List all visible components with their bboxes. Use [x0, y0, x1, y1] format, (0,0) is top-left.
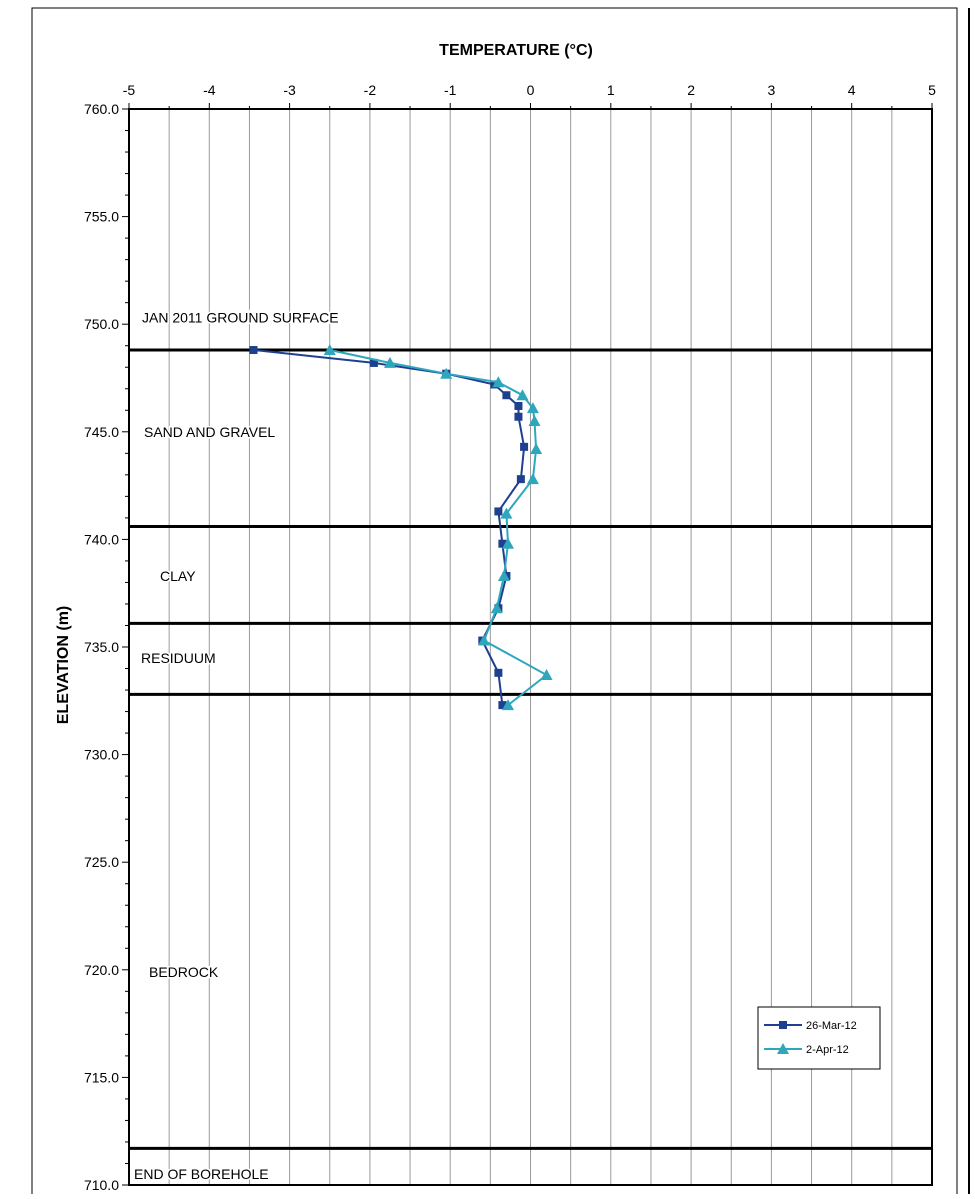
data-point	[500, 507, 513, 519]
data-point	[526, 402, 539, 414]
layer-label: BEDROCK	[149, 964, 219, 980]
data-point	[498, 569, 511, 581]
data-point	[369, 358, 378, 367]
y-tick-label: 760.0	[84, 101, 119, 117]
legend-box	[757, 1006, 881, 1070]
x-tick-label: -5	[123, 82, 136, 98]
y-tick-label: 715.0	[84, 1069, 119, 1085]
layer-label: RESIDUUM	[141, 650, 216, 666]
legend-label: 2-Apr-12	[806, 1044, 849, 1056]
x-tick-label: -1	[444, 82, 457, 98]
data-point	[530, 443, 543, 455]
legend-swatch-marker	[777, 1043, 789, 1054]
data-point	[520, 442, 529, 451]
x-tick-label: 1	[607, 82, 615, 98]
axis-layer: -5 -4 -3 -2 -1 0 1 2 3 4 5 760.0 755.0 750.0 745.0 740.…	[84, 82, 936, 1193]
end-of-borehole-label: END OF BOREHOLE	[134, 1166, 269, 1182]
data-point	[502, 537, 515, 549]
y-tick-label: 750.0	[84, 316, 119, 332]
data-point	[528, 415, 541, 427]
legend: 26-Mar-12 2-Apr-12	[757, 1006, 881, 1070]
layer-label: CLAY	[160, 568, 196, 584]
data-point	[323, 344, 336, 356]
data-point	[502, 699, 515, 711]
data-point	[494, 507, 503, 516]
y-tick-label: 755.0	[84, 209, 119, 225]
y-tick-label: 735.0	[84, 639, 119, 655]
x-tick-label: 0	[527, 82, 535, 98]
layer-label: SAND AND GRAVEL	[144, 424, 275, 440]
x-tick-label: 4	[848, 82, 856, 98]
series-line	[329, 349, 549, 706]
data-point	[249, 346, 258, 355]
layer-label: JAN 2011 GROUND SURFACE	[142, 310, 339, 326]
y-tick-label: 720.0	[84, 962, 119, 978]
series-2	[323, 344, 553, 711]
y-tick-label: 745.0	[84, 424, 119, 440]
figure-frame	[31, 7, 958, 1199]
data-point	[540, 668, 553, 680]
y-tick-label: 710.0	[84, 1177, 119, 1193]
legend-swatch-marker	[779, 1021, 787, 1029]
data-point	[440, 367, 453, 379]
data-point	[514, 412, 523, 421]
data-point	[494, 668, 503, 677]
data-point	[383, 356, 396, 368]
x-tick-label: 5	[928, 82, 936, 98]
legend-label: 26-Mar-12	[806, 1020, 857, 1032]
data-point	[477, 634, 490, 646]
x-tick-label: -3	[283, 82, 296, 98]
grid-layer	[168, 109, 893, 1185]
y-tick-label: 730.0	[84, 747, 119, 763]
series-layer	[249, 344, 553, 711]
data-point	[514, 401, 523, 410]
x-tick-label: 2	[687, 82, 695, 98]
data-point	[498, 701, 507, 710]
x-tick-label: -2	[364, 82, 377, 98]
chart-title: TEMPERATURE (°C)	[439, 42, 593, 59]
data-point	[516, 389, 529, 401]
data-point	[498, 539, 507, 548]
x-tick-label: -4	[203, 82, 216, 98]
y-tick-label: 740.0	[84, 531, 119, 547]
y-tick-label: 725.0	[84, 854, 119, 870]
data-point	[490, 602, 503, 614]
data-point	[502, 391, 511, 400]
x-tick-label: 3	[768, 82, 776, 98]
data-point	[516, 475, 525, 484]
data-point	[492, 376, 505, 388]
data-point	[526, 473, 539, 485]
y-axis-label: ELEVATION (m)	[55, 606, 72, 725]
